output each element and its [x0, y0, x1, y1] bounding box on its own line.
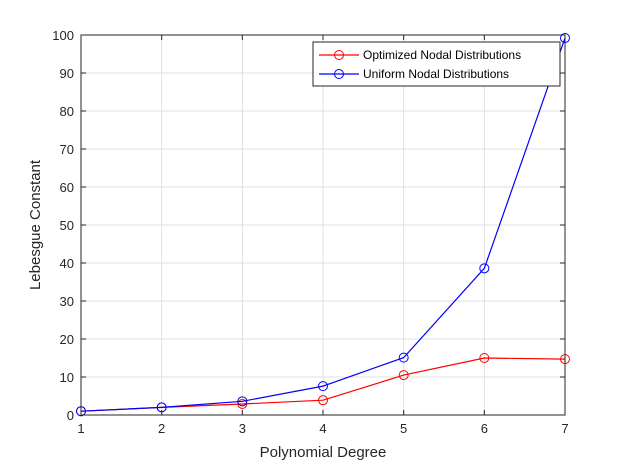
y-tick-label: 40	[60, 256, 74, 271]
data-point	[479, 263, 490, 274]
legend-marker-1	[334, 69, 344, 79]
y-tick-label: 10	[60, 370, 74, 385]
x-tick-label: 3	[239, 421, 246, 436]
y-tick-label: 60	[60, 180, 74, 195]
legend: Optimized Nodal Distributions Uniform Nod…	[312, 41, 561, 87]
y-tick-label: 20	[60, 332, 74, 347]
legend-box	[312, 41, 561, 87]
y-tick-label: 100	[52, 28, 74, 43]
y-tick-label: 70	[60, 142, 74, 157]
legend-marker-0	[334, 50, 344, 60]
y-tick-label: 90	[60, 66, 74, 81]
x-tick-label: 1	[77, 421, 84, 436]
x-tick-label: 5	[400, 421, 407, 436]
series-line-1	[80, 37, 566, 412]
data-point	[318, 381, 328, 392]
data-point	[479, 353, 490, 363]
x-tick-label: 2	[158, 421, 165, 436]
x-tick-label: 7	[561, 421, 568, 436]
x-tick-label: 6	[481, 421, 488, 436]
x-axis-label: Polynomial Degree	[260, 444, 387, 461]
data-point	[237, 398, 248, 409]
y-tick-label: 30	[60, 294, 74, 309]
y-tick-label: 50	[60, 218, 74, 233]
data-point	[398, 370, 409, 381]
tick-marks	[80, 34, 566, 416]
y-axis-label: Lebesgue Constant	[27, 159, 44, 290]
data-point	[237, 396, 248, 407]
x-tick-label: 4	[319, 421, 326, 436]
legend-label-1: Uniform Nodal Distributions	[363, 67, 509, 81]
data-point	[398, 352, 409, 363]
y-tick-label: 80	[60, 104, 74, 119]
legend-label-0: Optimized Nodal Distributions	[363, 48, 521, 62]
y-tick-label: 0	[67, 408, 74, 423]
data-point	[318, 395, 328, 406]
